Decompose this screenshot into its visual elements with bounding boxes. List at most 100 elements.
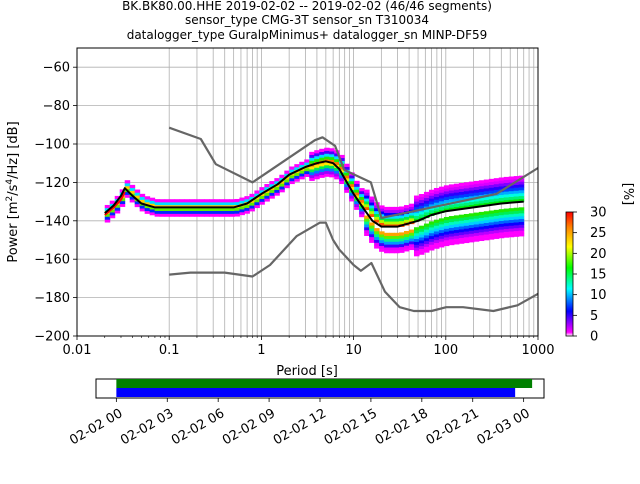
density-cell xyxy=(219,199,225,203)
density-cell xyxy=(488,213,495,217)
density-cell xyxy=(159,210,166,214)
timeline-bars xyxy=(116,379,533,397)
density-cell xyxy=(423,226,430,230)
density-cell xyxy=(483,216,490,221)
density-cell xyxy=(493,227,500,231)
density-cell xyxy=(269,192,275,196)
density-cell xyxy=(498,220,505,224)
density-cell xyxy=(448,241,455,246)
timeline-bar-psd xyxy=(116,388,516,397)
density-cell xyxy=(413,201,420,205)
density-cell xyxy=(389,212,395,216)
density-cell xyxy=(334,161,340,165)
density-cell xyxy=(518,181,525,185)
density-cell xyxy=(453,218,460,222)
density-cell xyxy=(114,204,121,208)
y-axis-label-suffix: /Hz] [dB] xyxy=(6,121,21,179)
density-cell xyxy=(324,170,330,174)
timeline-tick-label: 02-03 00 xyxy=(475,406,533,448)
density-cell xyxy=(508,225,515,229)
density-cell xyxy=(114,207,121,211)
density-cell xyxy=(418,196,425,201)
density-cell xyxy=(508,219,515,223)
density-cell xyxy=(374,242,380,246)
density-cell xyxy=(503,182,510,186)
density-cell xyxy=(259,195,265,199)
density-cell xyxy=(124,180,131,184)
density-cell xyxy=(438,201,445,205)
density-cell xyxy=(339,154,345,159)
density-cell xyxy=(463,188,470,192)
density-cell xyxy=(423,246,430,250)
density-cell xyxy=(399,206,405,210)
density-cell xyxy=(428,224,435,228)
density-cell xyxy=(458,234,465,239)
density-cell xyxy=(189,202,196,206)
density-cell xyxy=(394,232,400,236)
density-cell xyxy=(443,219,450,224)
density-cell xyxy=(463,219,470,223)
density-cell xyxy=(488,233,495,237)
density-cell xyxy=(399,243,405,248)
density-cell xyxy=(334,158,340,163)
density-cell xyxy=(478,180,485,184)
density-cell xyxy=(209,199,215,203)
density-cell xyxy=(448,204,455,208)
density-cell xyxy=(364,201,370,205)
density-cell xyxy=(453,183,460,187)
density-cell xyxy=(184,199,191,203)
timeline-bar-data xyxy=(116,379,533,388)
colorbar-ticks: 30 25 20 15 10 5 0 xyxy=(573,206,607,345)
density-cell xyxy=(478,185,485,190)
density-cell xyxy=(109,215,116,219)
density-cell xyxy=(339,169,345,173)
density-cell xyxy=(428,238,435,242)
density-cell xyxy=(418,242,425,247)
density-cell xyxy=(349,198,355,202)
density-cell xyxy=(319,154,325,158)
density-cell xyxy=(498,235,505,239)
density-cell xyxy=(349,186,355,190)
density-cell xyxy=(438,195,445,199)
density-cell xyxy=(453,235,460,239)
timeline-tick-label: 02-02 00 xyxy=(67,406,125,448)
density-cell xyxy=(513,213,520,217)
density-cell xyxy=(493,186,500,190)
density-cell xyxy=(418,231,425,235)
density-cell xyxy=(448,216,455,220)
density-cell xyxy=(379,208,385,212)
density-cell xyxy=(299,173,305,177)
density-cell xyxy=(124,185,131,190)
density-cell xyxy=(518,195,525,199)
density-cell xyxy=(119,197,126,202)
density-cell xyxy=(309,157,315,161)
density-cell xyxy=(453,189,460,193)
density-cell xyxy=(463,231,470,235)
colorbar: 30 25 20 15 10 5 0 [%] xyxy=(565,183,635,345)
density-cell xyxy=(518,187,525,191)
density-cell xyxy=(314,173,320,177)
density-cell xyxy=(389,221,395,225)
density-cell xyxy=(508,231,515,235)
density-cell xyxy=(394,221,400,225)
density-cell xyxy=(463,185,470,189)
timeline-tick-label: 02-02 12 xyxy=(271,406,329,448)
density-cell xyxy=(404,216,410,220)
density-cell xyxy=(294,167,300,171)
density-cell xyxy=(379,205,385,209)
density-cell xyxy=(104,216,111,220)
density-cell xyxy=(503,211,510,215)
density-cell xyxy=(498,232,505,236)
y-axis-label-sup-4: 4 xyxy=(5,179,15,185)
density-cell xyxy=(354,206,360,210)
density-cell xyxy=(488,224,495,229)
density-cell xyxy=(493,189,500,193)
density-cell xyxy=(294,175,300,179)
density-cell xyxy=(329,165,335,169)
density-cell xyxy=(164,207,171,212)
density-cell xyxy=(124,183,131,187)
density-cell xyxy=(319,171,325,176)
density-cell xyxy=(314,167,320,171)
density-cell xyxy=(498,209,505,213)
